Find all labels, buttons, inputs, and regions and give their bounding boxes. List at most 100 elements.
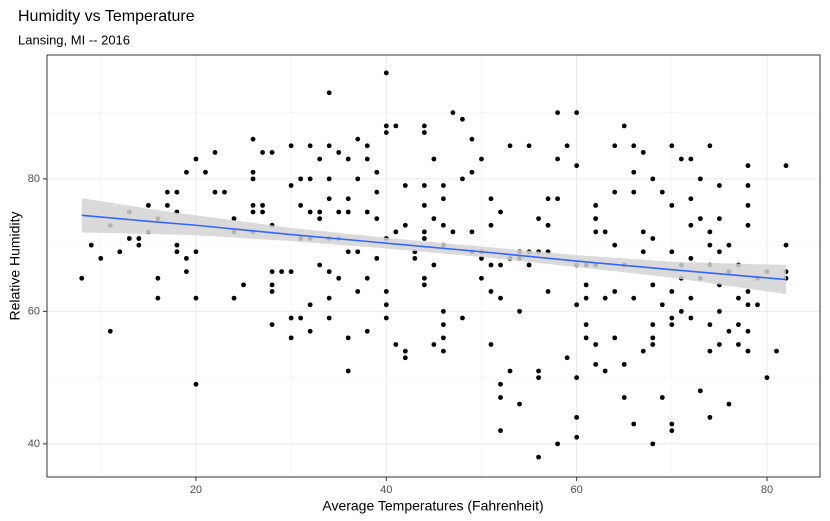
point: [231, 295, 237, 301]
point: [440, 183, 446, 188]
point: [126, 236, 132, 241]
point: [307, 328, 313, 334]
point: [241, 282, 246, 288]
point: [640, 229, 646, 235]
point: [669, 143, 675, 149]
point: [745, 222, 751, 228]
point: [374, 216, 380, 222]
point: [345, 196, 351, 202]
point: [298, 315, 304, 321]
point: [431, 342, 437, 347]
point: [517, 401, 522, 407]
point: [288, 183, 294, 188]
point: [621, 361, 627, 367]
point: [326, 295, 332, 301]
point: [764, 375, 770, 381]
point: [640, 249, 646, 255]
point: [136, 236, 142, 241]
point: [536, 375, 541, 381]
point: [383, 130, 389, 135]
point: [117, 249, 123, 255]
point: [440, 222, 446, 228]
point: [460, 176, 465, 182]
point: [488, 196, 494, 202]
point: [374, 255, 380, 261]
point: [355, 176, 361, 182]
point: [488, 262, 494, 268]
point: [260, 202, 265, 208]
point: [583, 295, 589, 301]
point: [707, 348, 713, 354]
point: [697, 176, 703, 182]
point: [79, 275, 85, 281]
point: [507, 143, 513, 149]
point: [717, 249, 722, 255]
point: [707, 229, 713, 235]
point: [488, 289, 494, 294]
point: [688, 156, 694, 162]
point: [440, 308, 446, 314]
point: [498, 381, 503, 387]
point: [612, 189, 618, 195]
x-tick-label: 40: [380, 484, 392, 496]
point: [669, 322, 675, 328]
point: [288, 335, 294, 341]
point: [364, 209, 370, 215]
point: [555, 156, 561, 162]
point: [536, 216, 541, 222]
point: [250, 176, 256, 182]
point: [612, 289, 618, 294]
point: [498, 428, 503, 434]
point: [650, 282, 656, 288]
point: [250, 169, 256, 175]
point: [650, 335, 656, 341]
point: [650, 441, 656, 447]
point: [317, 209, 323, 215]
point: [574, 414, 580, 420]
y-tick-label: 80: [28, 173, 40, 185]
point: [203, 169, 208, 175]
point: [669, 315, 675, 321]
point: [364, 275, 370, 281]
point: [488, 222, 494, 228]
point: [555, 441, 561, 447]
point: [488, 342, 494, 347]
point: [345, 368, 351, 374]
point: [298, 176, 304, 182]
point: [631, 189, 637, 195]
point: [393, 342, 399, 347]
point: [536, 454, 541, 460]
point: [583, 335, 589, 341]
point: [421, 130, 427, 135]
point: [574, 110, 580, 116]
point: [555, 110, 561, 116]
point: [678, 156, 684, 162]
point: [526, 262, 532, 268]
point: [707, 143, 713, 149]
point: [736, 322, 741, 328]
point: [374, 169, 380, 175]
x-tick-label: 20: [190, 484, 202, 496]
point: [498, 262, 503, 268]
point: [193, 381, 199, 387]
point: [574, 434, 580, 440]
point: [650, 342, 656, 347]
point: [288, 315, 294, 321]
point: [612, 335, 618, 341]
point: [98, 255, 104, 261]
point: [755, 302, 760, 308]
point: [688, 295, 694, 301]
point: [650, 176, 656, 182]
point: [421, 282, 427, 288]
point: [783, 242, 789, 248]
point: [326, 269, 332, 275]
point: [669, 428, 675, 434]
point: [393, 229, 399, 235]
point: [450, 110, 456, 116]
point: [726, 401, 732, 407]
point: [631, 421, 637, 427]
point: [564, 355, 570, 361]
point: [450, 229, 456, 235]
point: [631, 295, 637, 301]
